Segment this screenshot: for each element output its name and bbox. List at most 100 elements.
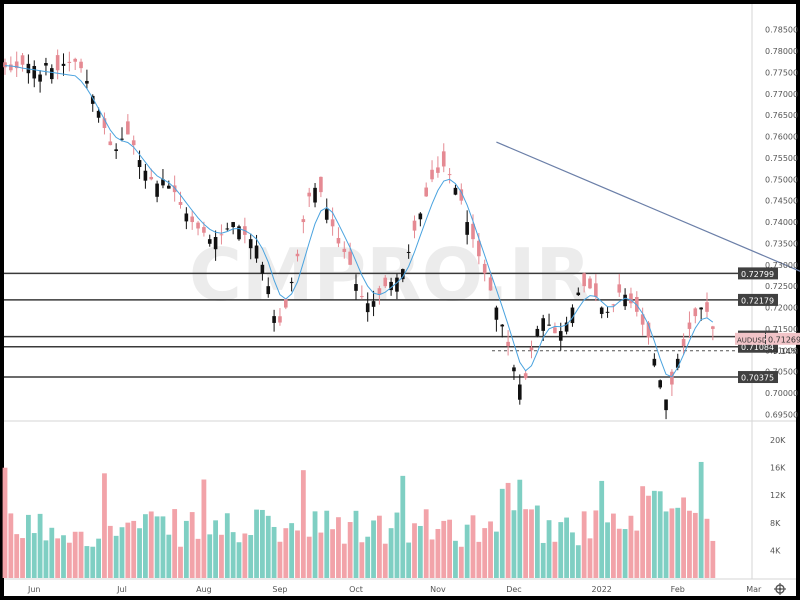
candle-body [79, 61, 83, 69]
volume-tick-label: 20K [770, 436, 786, 445]
candle-body [365, 303, 370, 313]
x-tick-label: Mar [746, 585, 762, 594]
candle-body [482, 263, 487, 274]
candle-body [646, 322, 651, 338]
y-tick-label: 0.73500 [765, 239, 798, 248]
volume-layer [2, 461, 716, 578]
level-label: 0.72799 [741, 270, 774, 279]
candle-body [377, 288, 382, 295]
volume-bar [318, 532, 324, 578]
volume-bar [581, 511, 587, 578]
y-tick-label: 0.77500 [765, 68, 798, 77]
y-tick-label: 0.76500 [765, 111, 798, 120]
candle-body [219, 234, 224, 236]
candle-body [55, 55, 60, 71]
volume-bar [26, 514, 31, 578]
candle-body [202, 227, 206, 233]
volume-bar [704, 518, 710, 578]
x-tick-label: Jul [116, 585, 127, 594]
volume-bar [453, 540, 458, 578]
volume-bar [593, 510, 599, 578]
volume-bar [470, 515, 476, 578]
candle-body [658, 380, 662, 388]
volume-bar [710, 540, 716, 578]
volume-bar [529, 509, 534, 578]
volume-bar [172, 509, 178, 578]
candle-body [301, 219, 306, 223]
volume-bar [511, 510, 517, 578]
volume-bar [558, 522, 564, 578]
trendline [496, 141, 800, 272]
x-tick-label: Nov [430, 585, 446, 594]
candle-body [477, 240, 481, 257]
candle-body [711, 326, 715, 329]
volume-bar [605, 522, 610, 578]
volume-bar [458, 546, 464, 578]
candle-body [594, 283, 598, 297]
candle-body [3, 62, 7, 68]
candle-body [441, 151, 446, 167]
candle-body [167, 185, 171, 189]
candle-body [178, 202, 183, 205]
candle-body [108, 141, 113, 146]
symbol-label: AUDUSD [737, 336, 767, 344]
candle-body [254, 245, 259, 259]
volume-bar [552, 541, 558, 578]
candle-body [599, 307, 604, 314]
volume-bar [49, 527, 55, 578]
candle-body [541, 318, 545, 331]
volume-bar [692, 512, 698, 578]
volume-bar [289, 523, 295, 578]
volume-bar [277, 541, 283, 578]
candle-body [471, 223, 475, 240]
y-tick-label: 0.74000 [765, 218, 798, 227]
candle-body [640, 314, 645, 325]
candle-body [401, 269, 405, 280]
volume-bar [84, 546, 90, 578]
candle-body [389, 281, 393, 291]
volume-tick-label: 16K [770, 464, 786, 473]
volume-bar [330, 529, 335, 578]
y-tick-label: 0.72500 [765, 282, 798, 291]
candle-body [670, 371, 674, 385]
candle-body [605, 311, 610, 313]
volume-bar [283, 528, 289, 578]
candle-body [90, 95, 95, 104]
candle-body [161, 179, 165, 186]
candle-body [681, 339, 686, 347]
volume-bar [20, 538, 25, 578]
volume-bar [353, 510, 359, 578]
levels-layer [4, 272, 752, 378]
candle-body [582, 273, 586, 287]
volume-bar [651, 490, 657, 578]
candle-body [272, 316, 276, 323]
candle-body [143, 170, 148, 181]
volume-bar [300, 470, 306, 578]
x-tick-label: Oct [349, 585, 363, 594]
volume-bar [271, 526, 277, 578]
candle-body [465, 222, 469, 235]
settings-gear-icon[interactable] [774, 583, 786, 595]
candle-body [693, 308, 698, 317]
candle-body [248, 239, 253, 249]
candle-body [313, 187, 317, 203]
volume-bar [400, 475, 406, 578]
volume-bar [371, 520, 376, 578]
volume-bar [2, 467, 8, 578]
candle-body [20, 55, 25, 65]
volume-bar [640, 486, 646, 578]
candle-body [319, 176, 323, 193]
candle-body [529, 347, 534, 351]
volume-bar [8, 513, 14, 578]
x-tick-label: Feb [671, 585, 685, 594]
volume-bar [441, 520, 447, 578]
candle-body [412, 220, 417, 231]
volume-bar [622, 529, 628, 578]
volume-bar [113, 535, 119, 578]
level-label: 0.71084 [741, 343, 774, 352]
volume-bar [37, 513, 43, 578]
volume-bar [131, 520, 137, 578]
candle-body [506, 341, 510, 347]
candle-body [447, 174, 452, 176]
